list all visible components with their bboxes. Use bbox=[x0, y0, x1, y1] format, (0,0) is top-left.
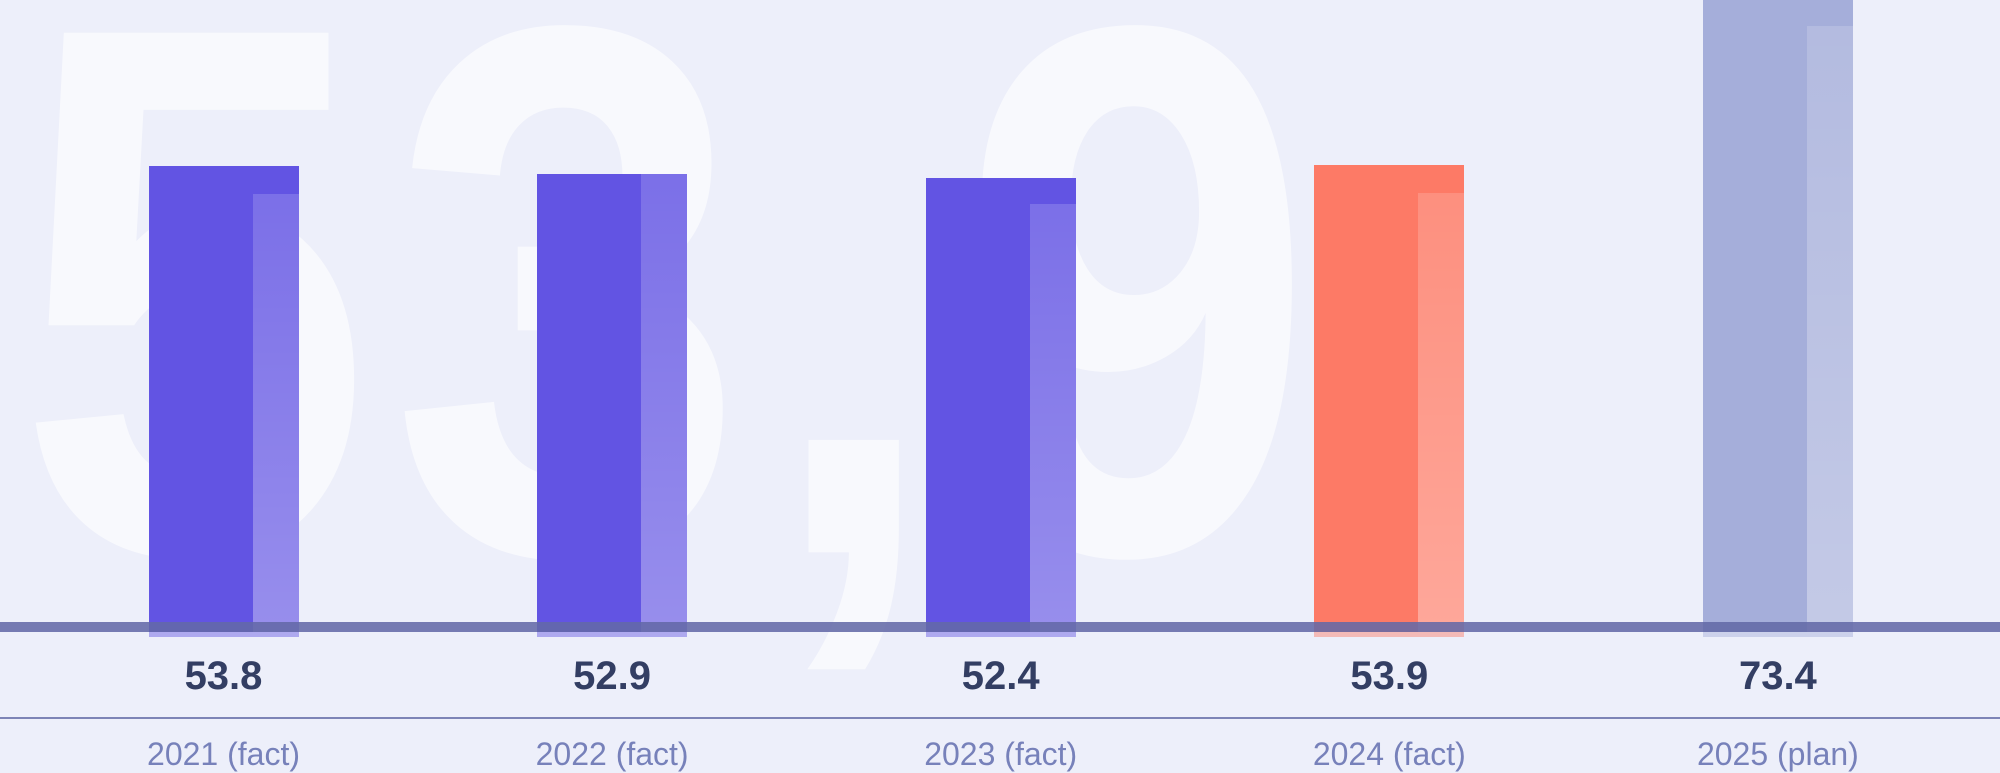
value-label-2024: 53.9 bbox=[1350, 654, 1429, 698]
bar-2021 bbox=[148, 165, 299, 632]
bar-2022 bbox=[537, 173, 688, 632]
bar-2024 bbox=[1314, 165, 1465, 632]
category-label-2024: 2024 (fact) bbox=[1312, 736, 1466, 772]
value-label-2022: 52.9 bbox=[573, 654, 652, 698]
label-divider-line bbox=[0, 717, 2000, 719]
bar-highlight-2021 bbox=[252, 193, 299, 632]
bar-reflection-2022 bbox=[537, 632, 688, 637]
value-label-2021: 53.8 bbox=[184, 654, 263, 698]
x-axis-line bbox=[0, 622, 2000, 632]
bar-highlight-2023 bbox=[1029, 203, 1076, 632]
category-label-2021: 2021 (fact) bbox=[147, 736, 300, 772]
bar-reflection-2025 bbox=[1702, 632, 1853, 637]
bar-reflection-2023 bbox=[925, 632, 1076, 637]
value-label-2025: 73.4 bbox=[1738, 654, 1817, 698]
category-label-2023: 2023 (fact) bbox=[924, 736, 1078, 772]
bar-reflection-2024 bbox=[1314, 632, 1465, 637]
bar-highlight-2025 bbox=[1806, 25, 1853, 632]
bar-highlight-2022 bbox=[641, 173, 688, 632]
value-label-2023: 52.4 bbox=[961, 654, 1040, 698]
bar-highlight-2024 bbox=[1418, 193, 1465, 632]
category-label-2022: 2022 (fact) bbox=[535, 736, 689, 772]
bar-reflection-2021 bbox=[148, 632, 299, 637]
bar-2023 bbox=[925, 177, 1076, 632]
category-label-2025: 2025 (plan) bbox=[1696, 736, 1859, 772]
bar-2025 bbox=[1702, 0, 1853, 632]
